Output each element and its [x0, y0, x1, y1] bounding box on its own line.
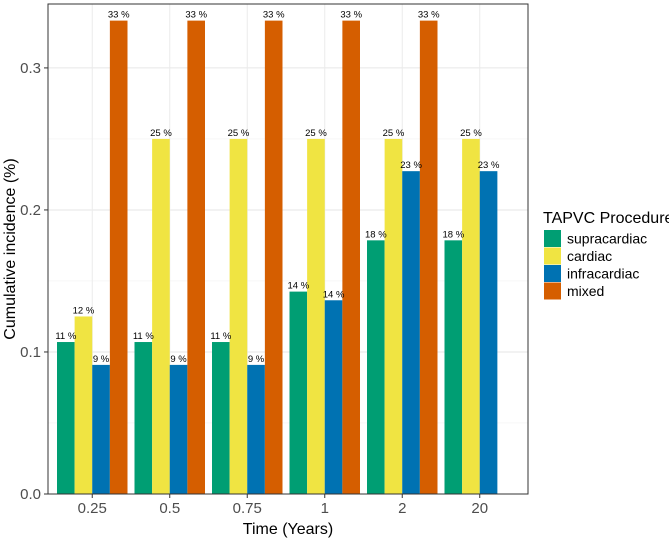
bar-supracardiac-20	[444, 240, 463, 494]
bar-mixed-0.25	[109, 20, 128, 494]
bar-mixed-0.75	[264, 20, 283, 494]
data-label: 33 %	[108, 10, 130, 21]
legend-swatch-mixed	[544, 282, 561, 300]
y-tick-label: 0.3	[20, 60, 41, 77]
x-tick-label: 0.25	[78, 500, 107, 517]
y-tick-label: 0.2	[20, 202, 41, 219]
data-label: 11 %	[133, 331, 155, 342]
data-label: 9 %	[170, 354, 187, 365]
data-label: 18 %	[365, 229, 387, 240]
y-axis-title: Cumulative incidence (%)	[2, 158, 19, 339]
bar-cardiac-20	[462, 138, 480, 494]
data-labels: 11 % 11 % 11 % 14 % 18 % 18 % 12 % 25 % 25 % 25 %…	[55, 10, 500, 365]
bar-mixed-0.5	[187, 20, 205, 494]
bar-infracardiac-0.25	[92, 364, 110, 494]
bar-mixed-1	[342, 20, 360, 494]
bar-infracardiac-0.5	[169, 364, 188, 494]
bar-infracardiac-0.75	[247, 364, 265, 494]
legend-label-infracardiac: infracardiac	[567, 266, 639, 282]
bar-cardiac-1	[307, 138, 325, 494]
bar-supracardiac-0.75	[212, 342, 230, 494]
data-label: 25 %	[460, 128, 482, 139]
x-tick-label: 2	[398, 500, 406, 517]
legend-swatch-cardiac	[544, 247, 561, 265]
data-label: 25 %	[383, 128, 405, 139]
bar-cardiac-2	[384, 138, 403, 494]
data-label: 12 %	[73, 305, 95, 316]
data-label: 33 %	[185, 10, 207, 21]
bar-infracardiac-2	[402, 171, 420, 494]
data-label: 11 %	[210, 331, 232, 342]
x-tick-label: 20	[471, 500, 488, 517]
x-tick-label: 1	[321, 500, 329, 517]
y-tick-label: 0.1	[20, 344, 41, 361]
x-tick-label: 0.5	[159, 500, 180, 517]
bar-cardiac-0.25	[74, 316, 93, 494]
data-label: 25 %	[228, 128, 250, 139]
data-label: 9 %	[248, 354, 265, 365]
x-axis: 0.25 0.5 0.75 1 2 20	[78, 494, 488, 517]
data-label: 33 %	[263, 10, 285, 21]
bar-supracardiac-1	[289, 291, 308, 494]
data-label: 25 %	[305, 128, 327, 139]
legend-swatch-supracardiac	[544, 230, 561, 247]
data-label: 23 %	[400, 160, 422, 171]
y-tick-label: 0.0	[20, 486, 41, 503]
bar-infracardiac-1	[324, 300, 343, 494]
x-tick-label: 0.75	[233, 500, 262, 517]
data-label: 33 %	[418, 10, 440, 21]
data-label: 9 %	[93, 354, 110, 365]
legend-title: TAPVC Procedure	[543, 210, 669, 227]
data-label: 18 %	[442, 229, 464, 240]
bars	[57, 20, 498, 494]
data-label: 14 %	[323, 289, 345, 300]
y-axis: 0.0 0.1 0.2 0.3	[20, 60, 48, 503]
bar-cardiac-0.5	[152, 138, 170, 494]
bar-supracardiac-2	[367, 240, 385, 494]
data-label: 14 %	[287, 281, 309, 292]
panel-border	[47, 3, 529, 495]
data-label: 11 %	[55, 331, 77, 342]
data-label: 23 %	[478, 160, 500, 171]
bar-supracardiac-0.25	[57, 342, 75, 494]
legend-label-mixed: mixed	[567, 283, 604, 299]
data-label: 25 %	[150, 128, 172, 139]
bar-cardiac-0.75	[229, 138, 248, 494]
bar-infracardiac-20	[479, 171, 498, 494]
x-axis-title: Time (Years)	[243, 521, 333, 538]
bar-supracardiac-0.5	[134, 342, 153, 494]
bar-mixed-2	[419, 20, 438, 494]
legend-swatch-infracardiac	[544, 265, 561, 282]
legend-label-cardiac: cardiac	[567, 248, 612, 264]
legend-label-supracardiac: supracardiac	[567, 231, 647, 247]
data-label: 33 %	[340, 10, 362, 21]
